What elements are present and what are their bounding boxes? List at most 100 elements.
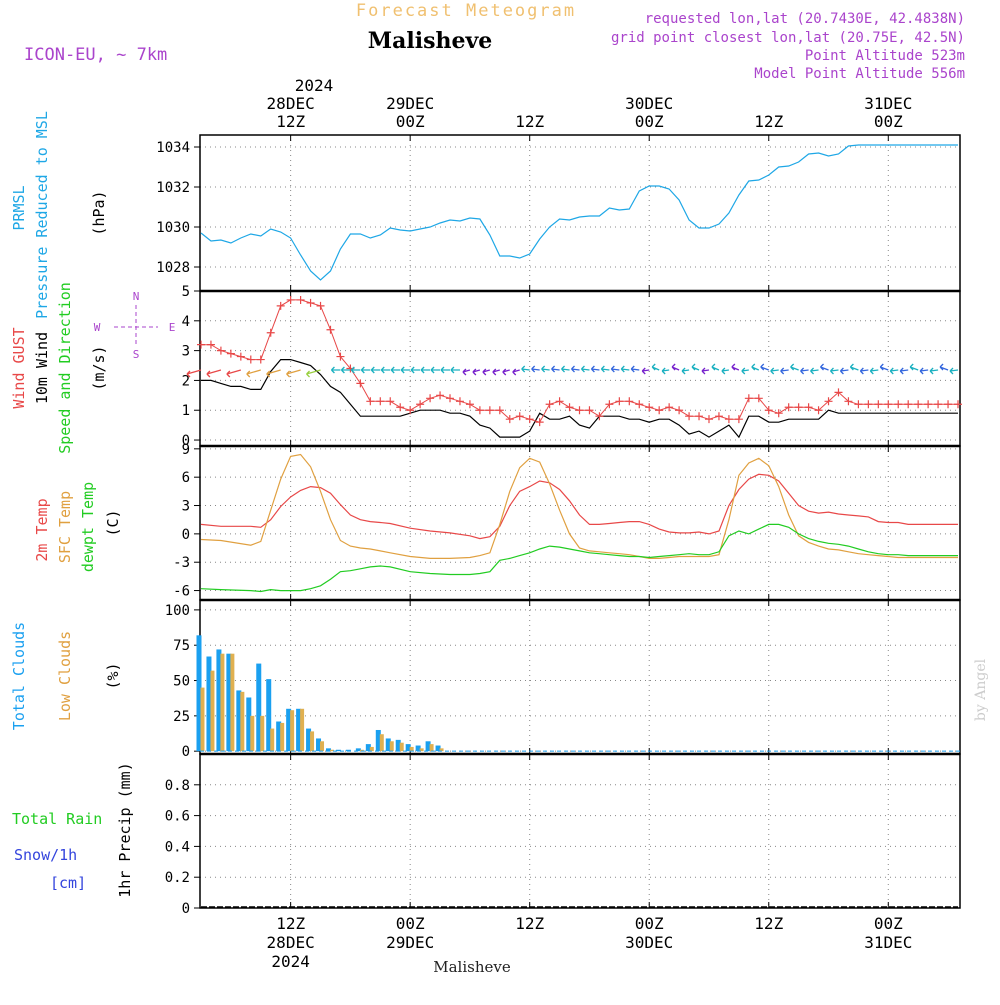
wind-arrow [472, 368, 481, 376]
prmsl-desc-label: Pressure Reduced to MSL [33, 111, 51, 319]
low-cloud-bar [290, 710, 295, 752]
gust-marker [704, 415, 713, 424]
gust-marker [276, 301, 285, 310]
wind-arrow [790, 363, 799, 371]
temperature-panel: -6 -3 0 3 6 9 [173, 442, 961, 601]
gust-marker [605, 400, 614, 409]
wind-arrow [286, 369, 301, 378]
low-cloud-bar [310, 731, 315, 752]
total-cloud-bar [365, 744, 371, 752]
bottom-hour-label: 12Z [276, 914, 305, 933]
gust-marker [206, 340, 215, 349]
gust-marker [326, 325, 335, 334]
pressure-unit: (hPa) [90, 190, 108, 235]
wind-arrow [450, 366, 460, 374]
wind-arrow [701, 367, 710, 375]
wind-arrow [741, 367, 749, 375]
wind-arrow [306, 369, 321, 378]
total-cloud-bar [395, 739, 401, 752]
info-line-4: Model Point Altitude 556m [754, 66, 965, 82]
bottom-date-label: 29DEC [386, 933, 434, 952]
top-date-label: 31DEC [864, 94, 912, 113]
wind-arrow [711, 363, 720, 371]
top-year: 2024 [295, 76, 334, 95]
total-cloud-bar [345, 749, 351, 752]
wind-arrow [246, 369, 261, 378]
top-date-label: 28DEC [267, 94, 315, 113]
y-tick-label: -3 [173, 555, 190, 571]
gust-marker [406, 406, 415, 415]
gust-marker [864, 400, 873, 409]
gust-marker [535, 418, 544, 427]
panel-frame [199, 753, 961, 909]
gust-marker [675, 406, 684, 415]
sfc-label: SFC Temp [56, 491, 74, 563]
wind-arrow [949, 367, 959, 375]
gust-marker [446, 394, 455, 403]
wind-arrow [380, 366, 391, 374]
y-tick-label: 1 [182, 403, 190, 419]
top-hour-label: 12Z [276, 112, 305, 131]
pressure-labels: PRMSL Pressure Reduced to MSL (hPa) [10, 111, 108, 319]
wind-arrow [899, 367, 909, 375]
low-cloud-bar [409, 746, 414, 752]
sfc-temp-line [200, 453, 958, 560]
gust-marker [914, 400, 923, 409]
gust-marker [236, 352, 245, 361]
wind-arrow [482, 368, 491, 376]
y-tick-label: 4 [182, 314, 190, 330]
gust-marker [874, 400, 883, 409]
gust-marker [416, 400, 425, 409]
snow-unit-label: [cm] [50, 874, 86, 892]
wind10m-line [201, 359, 958, 439]
low-clouds-label: Low Clouds [56, 631, 74, 721]
t2m-label: 2m Temp [33, 498, 51, 561]
cloud-unit: (%) [104, 662, 122, 689]
panel-frame [199, 599, 961, 755]
gust-marker [495, 406, 504, 415]
gust-marker [455, 397, 464, 406]
wind-arrow [340, 366, 351, 374]
gust-marker [436, 391, 445, 400]
wind-panel: 0 1 2 3 4 5 [182, 284, 961, 449]
top-date-label: 30DEC [625, 94, 673, 113]
gust-marker [396, 403, 405, 412]
total-cloud-bar [435, 745, 441, 752]
total-cloud-bar [276, 721, 282, 752]
gust-marker [306, 298, 315, 307]
wind-arrow [721, 367, 730, 375]
low-cloud-bar [210, 670, 215, 752]
gust-marker [774, 409, 783, 418]
gust-marker [226, 349, 235, 358]
gust-marker [844, 397, 853, 406]
wind-arrow [541, 365, 550, 373]
wind-arrow [770, 367, 779, 375]
total-cloud-bar [266, 679, 272, 752]
gust-marker [794, 403, 803, 412]
gust-marker [386, 397, 395, 406]
y-tick-label: 3 [182, 499, 190, 515]
gust-marker [954, 400, 963, 409]
wind-arrow [400, 366, 411, 374]
wind-arrow [571, 365, 580, 373]
low-cloud-bar [389, 741, 394, 752]
wind10m-label: 10m Wind [33, 332, 51, 404]
total-cloud-bar [286, 708, 292, 752]
gust-marker [366, 397, 375, 406]
wind-arrow [889, 367, 899, 375]
gust-marker [615, 397, 624, 406]
snow-label: Snow/1h [14, 846, 77, 864]
y-tick-label: 0.6 [165, 809, 190, 825]
total-cloud-bar [226, 653, 232, 752]
total-cloud-bar [316, 738, 322, 752]
total-cloud-bar [405, 744, 411, 752]
y-tick-label: 2 [182, 373, 190, 389]
compass-s: S [133, 348, 140, 361]
dewpt-line [200, 523, 958, 593]
precip-panel: 0 0.2 0.4 0.6 0.8 [165, 753, 961, 917]
wind-arrow [760, 363, 769, 371]
wind-arrow [420, 366, 431, 374]
gust-marker [545, 400, 554, 409]
y-tick-label: 0 [182, 527, 190, 543]
